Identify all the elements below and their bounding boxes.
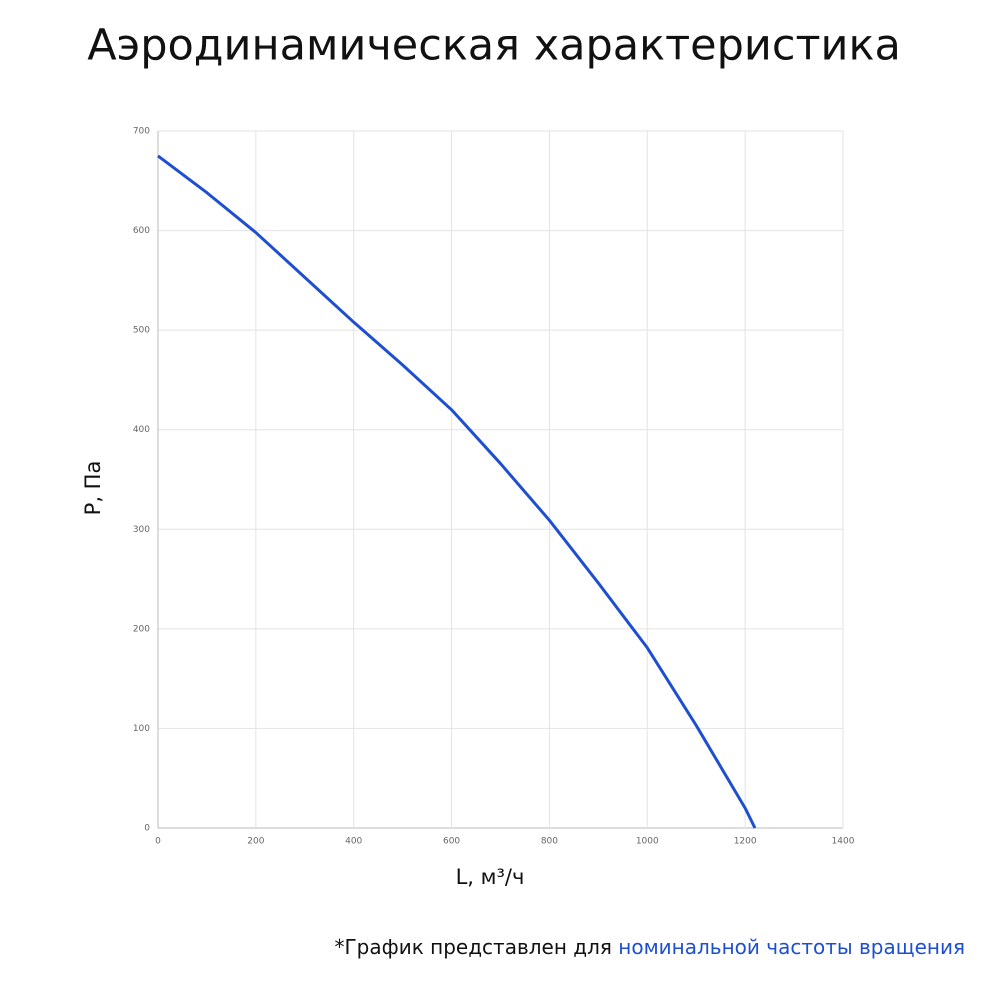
line-series [157, 154, 757, 829]
x-tick-label: 1400 [832, 837, 855, 847]
chart-title: Аэродинамическая характеристика [87, 21, 901, 71]
y-tick-label: 300 [133, 525, 150, 535]
x-tick-label: 200 [247, 837, 264, 847]
y-axis-label: P, Па [81, 461, 105, 516]
footnote-highlight: номинальной частоты вращения [618, 935, 965, 959]
y-tick-label: 100 [133, 724, 150, 734]
footnote: *График представлен для номинальной част… [334, 935, 965, 959]
x-tick-label: 600 [443, 837, 460, 847]
y-tick-label: 0 [144, 824, 150, 834]
x-tick-label: 1000 [636, 837, 659, 847]
x-axis-label: L, м³/ч [456, 865, 525, 889]
footnote-text: *График представлен для [334, 935, 611, 959]
y-tick-label: 200 [133, 624, 150, 634]
x-tick-label: 0 [155, 837, 161, 847]
y-tick-label: 500 [133, 326, 150, 336]
y-tick-label: 400 [133, 425, 150, 435]
x-tick-label: 400 [345, 837, 362, 847]
x-tick-label: 1200 [734, 837, 757, 847]
y-tick-label: 600 [133, 226, 150, 236]
y-tick-label: 700 [133, 127, 150, 137]
x-tick-label: 800 [541, 837, 558, 847]
